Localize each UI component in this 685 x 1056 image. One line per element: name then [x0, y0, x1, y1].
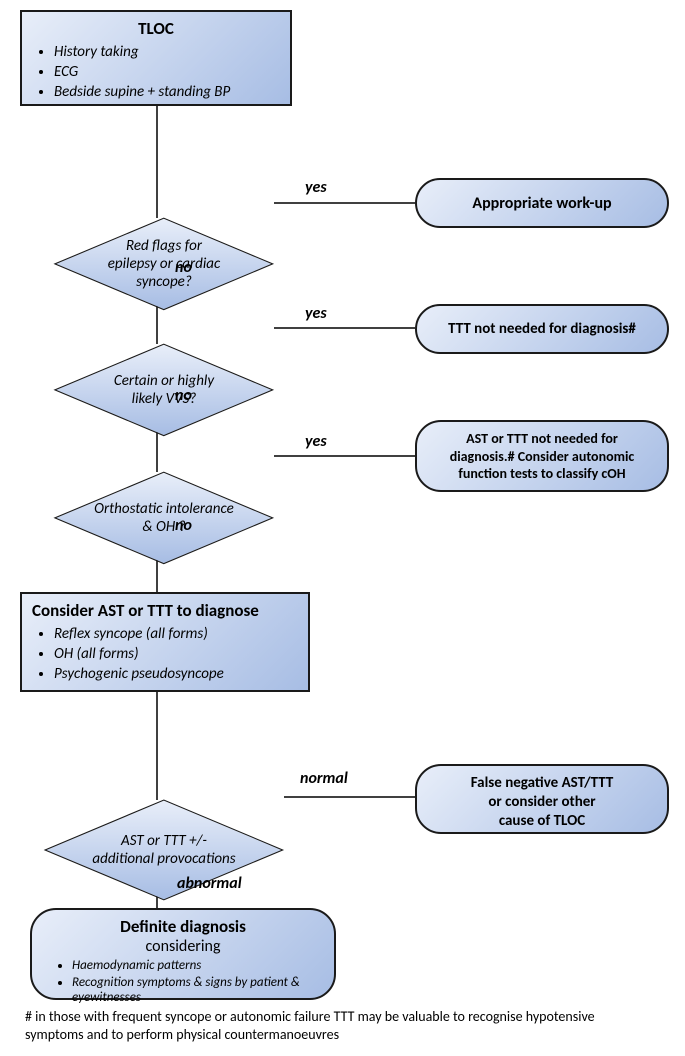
terminal-ast-ttt-not-needed: AST or TTT not needed fordiagnosis.# Con… [415, 420, 669, 492]
edge-label: yes [305, 304, 327, 323]
node-bullets: History takingECGBedside supine + standi… [32, 43, 280, 101]
diamond-label: Orthostatic intolerance& OH ? [86, 440, 242, 596]
terminal-appropriate-workup: Appropriate work-up [415, 178, 669, 228]
edge-label: yes [305, 432, 327, 451]
node-consider-ast-ttt: Consider AST or TTT to diagnose Reflex s… [20, 592, 310, 692]
footnote: # in those with frequent syncope or auto… [25, 1008, 645, 1044]
diamond-label: AST or TTT +/-additional provocations [79, 765, 249, 935]
terminal-ttt-not-needed: TTT not needed for diagnosis# [415, 304, 669, 354]
node-title: Consider AST or TTT to diagnose [32, 600, 298, 621]
node-title: TLOC [32, 18, 280, 39]
edge-label: normal [300, 769, 348, 788]
node-bullets: Reflex syncope (all forms)OH (all forms)… [32, 625, 298, 683]
decision-orthostatic: Orthostatic intolerance& OH ? [86, 440, 242, 596]
flowchart-canvas: TLOC History takingECGBedside supine + s… [0, 0, 685, 1056]
pill-text: Appropriate work-up [472, 194, 611, 213]
terminal-false-negative: False negative AST/TTTor consider otherc… [415, 764, 669, 834]
final-bullets: Haemodynamic patternsRecognition symptom… [46, 958, 320, 1005]
edge-label: yes [305, 178, 327, 197]
pill-text: TTT not needed for diagnosis# [448, 320, 636, 338]
decision-ast-ttt-result: AST or TTT +/-additional provocations [79, 765, 249, 935]
final-subtitle: considering [46, 937, 320, 956]
node-tloc-start: TLOC History takingECGBedside supine + s… [20, 10, 292, 106]
